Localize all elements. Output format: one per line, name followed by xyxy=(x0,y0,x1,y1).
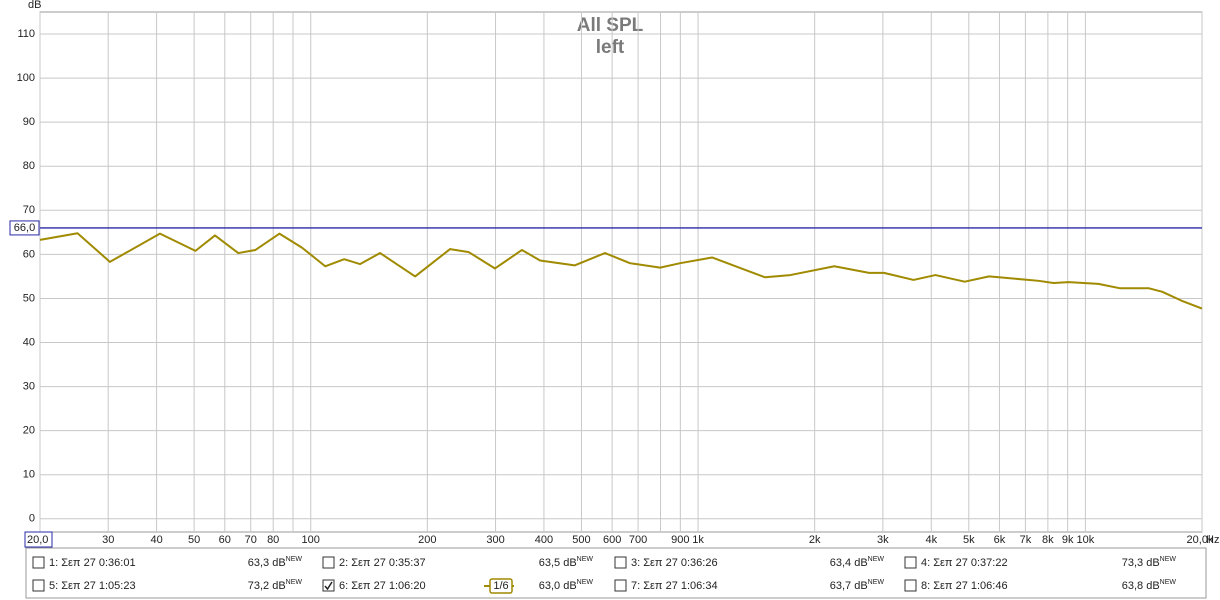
legend-label: 3: Σεπ 27 0:36:26 xyxy=(631,557,718,569)
x-tick-label: 500 xyxy=(572,534,590,546)
x-tick-label: 3k xyxy=(877,534,889,546)
y-tick-label: 40 xyxy=(23,336,35,348)
level-tag: NEW xyxy=(286,556,303,563)
x-tick-label: 400 xyxy=(535,534,553,546)
x-tick-label: 20,0 xyxy=(27,534,48,546)
chart-subtitle: left xyxy=(596,37,625,58)
x-tick-label: 2k xyxy=(809,534,821,546)
x-tick-label: 200 xyxy=(418,534,436,546)
level-value: 73,2 dB xyxy=(248,580,286,592)
y-tick-label: 70 xyxy=(23,204,35,216)
level-value: 63,7 dB xyxy=(830,580,868,592)
legend-checkbox[interactable] xyxy=(32,579,45,592)
x-tick-label: 80 xyxy=(267,534,279,546)
legend-level: 63,5 dBNEW xyxy=(539,556,594,569)
level-value: 63,3 dB xyxy=(248,557,286,569)
legend-label: 8: Σεπ 27 1:06:46 xyxy=(921,580,1008,592)
plot-area xyxy=(39,11,1203,533)
y-tick-label: 10 xyxy=(23,469,35,481)
legend-label: 1: Σεπ 27 0:36:01 xyxy=(49,557,136,569)
x-tick-label: 7k xyxy=(1020,534,1032,546)
level-tag: NEW xyxy=(868,579,885,586)
y-tick-label: 80 xyxy=(23,160,35,172)
x-tick-label: 40 xyxy=(150,534,162,546)
level-value: 73,3 dB xyxy=(1122,557,1160,569)
y-tick-label: 20 xyxy=(23,425,35,437)
legend-checkbox[interactable] xyxy=(614,556,627,569)
x-tick-label: 9k xyxy=(1062,534,1074,546)
target-label: 66,0 xyxy=(14,222,35,234)
x-tick-label: 700 xyxy=(629,534,647,546)
legend-level: 63,3 dBNEW xyxy=(248,556,303,569)
x-tick-label: 8k xyxy=(1042,534,1054,546)
target-label-box xyxy=(9,220,40,236)
x-tick-label: 600 xyxy=(603,534,621,546)
legend-checkbox[interactable] xyxy=(904,556,917,569)
y-tick-label: 60 xyxy=(23,248,35,260)
x-tick-label: 5k xyxy=(963,534,975,546)
level-value: 63,8 dB xyxy=(1122,580,1160,592)
level-value: 63,5 dB xyxy=(539,557,577,569)
y-tick-label: 90 xyxy=(23,116,35,128)
level-tag: NEW xyxy=(868,556,885,563)
level-tag: NEW xyxy=(1160,579,1177,586)
x-start-box xyxy=(24,531,53,548)
y-tick-label: 30 xyxy=(23,380,35,392)
x-tick-label: 70 xyxy=(245,534,257,546)
y-tick-label: 100 xyxy=(17,72,35,84)
x-tick-label: 1k xyxy=(692,534,704,546)
legend-label: 5: Σεπ 27 1:05:23 xyxy=(49,580,136,592)
legend-checkbox[interactable] xyxy=(614,579,627,592)
legend-label: 4: Σεπ 27 0:37:22 xyxy=(921,557,1008,569)
level-value: 63,4 dB xyxy=(830,557,868,569)
y-tick-label: 50 xyxy=(23,292,35,304)
level-value: 63,0 dB xyxy=(539,580,577,592)
smoothing-box[interactable] xyxy=(489,578,513,594)
legend-level: 73,2 dBNEW xyxy=(248,579,303,592)
spl-curve xyxy=(39,232,1203,310)
legend-checkbox[interactable] xyxy=(322,579,335,592)
smoothing-label: 1/6 xyxy=(493,580,508,592)
y-tick-label: 0 xyxy=(29,513,35,525)
level-tag: NEW xyxy=(577,556,594,563)
level-tag: NEW xyxy=(1160,556,1177,563)
x-tick-label: 300 xyxy=(486,534,504,546)
legend-checkbox[interactable] xyxy=(322,556,335,569)
level-tag: NEW xyxy=(577,579,594,586)
legend-checkbox[interactable] xyxy=(32,556,45,569)
legend-level: 63,7 dBNEW xyxy=(830,579,885,592)
y-unit: dB xyxy=(28,0,41,11)
x-tick-label: 50 xyxy=(188,534,200,546)
legend-label: 2: Σεπ 27 0:35:37 xyxy=(339,557,426,569)
legend-label: 6: Σεπ 27 1:06:20 xyxy=(339,580,426,592)
x-tick-label: 6k xyxy=(994,534,1006,546)
legend-level: 63,4 dBNEW xyxy=(830,556,885,569)
legend-label: 7: Σεπ 27 1:06:34 xyxy=(631,580,718,592)
legend-level: 63,0 dBNEW xyxy=(539,579,594,592)
x-unit: Hz xyxy=(1206,534,1219,546)
x-tick-label: 10k xyxy=(1077,534,1095,546)
chart-title: All SPL xyxy=(577,15,644,36)
x-tick-label: 30 xyxy=(102,534,114,546)
legend-level: 73,3 dBNEW xyxy=(1122,556,1177,569)
x-tick-label: 100 xyxy=(302,534,320,546)
level-tag: NEW xyxy=(286,579,303,586)
x-tick-label: 900 xyxy=(671,534,689,546)
checkmark xyxy=(324,581,333,591)
x-tick-label: 20,0k xyxy=(1187,534,1214,546)
x-tick-label: 4k xyxy=(925,534,937,546)
x-tick-label: 60 xyxy=(219,534,231,546)
legend-checkbox[interactable] xyxy=(904,579,917,592)
y-tick-label: 110 xyxy=(17,28,35,40)
legend-level: 63,8 dBNEW xyxy=(1122,579,1177,592)
